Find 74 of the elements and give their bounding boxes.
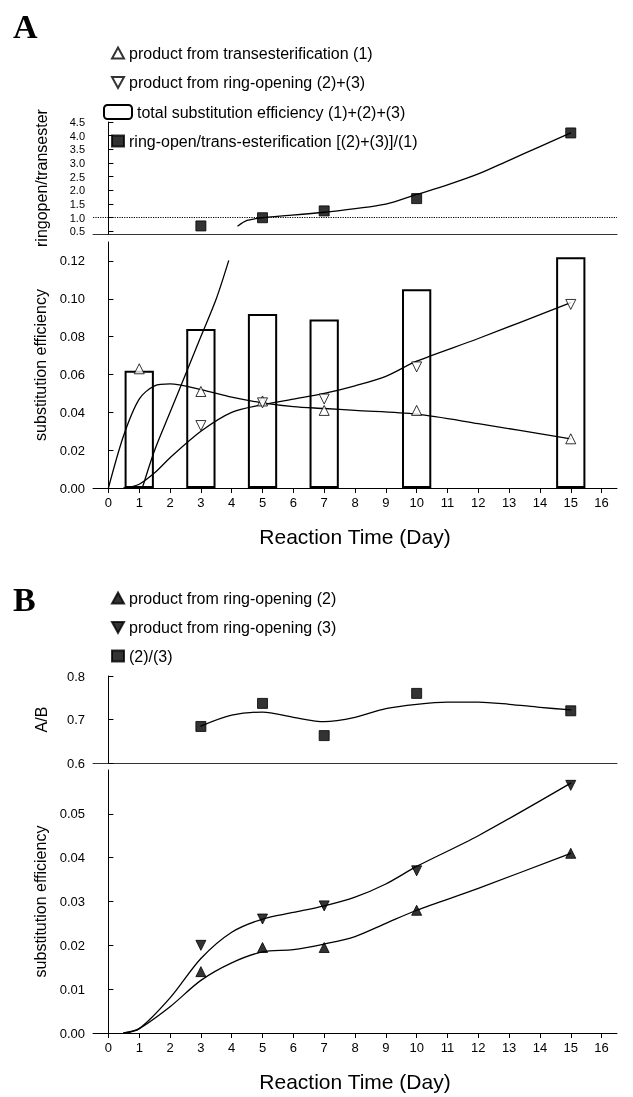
x-tick-label: 16 — [594, 495, 609, 510]
x-tick-label: 5 — [258, 1040, 267, 1055]
y-axis-title: A/B — [32, 706, 50, 733]
x-tick-label: 9 — [382, 495, 390, 510]
x-tick-label: 10 — [409, 1040, 424, 1055]
y-tick-label: 0.00 — [59, 1025, 85, 1041]
y-tick-label: 0.05 — [59, 806, 85, 822]
y-tick-label: 4.0 — [69, 129, 85, 142]
x-axis-title: Reaction Time (Day) — [259, 1070, 451, 1093]
y-tick-label: 1.0 — [69, 211, 85, 224]
x-tick-label: 14 — [532, 1040, 548, 1055]
y-axis-title: substitution efficiency — [32, 825, 50, 978]
y-tick-label: 0.04 — [59, 404, 85, 420]
x-tick-label: 15 — [563, 1040, 578, 1055]
x-tick-label: 7 — [320, 1040, 328, 1055]
x-tick-label: 2 — [166, 1040, 174, 1055]
x-axis-title: Reaction Time (Day) — [259, 525, 451, 548]
y-tick-label: 0.6 — [66, 755, 85, 771]
x-tick-label: 6 — [289, 495, 297, 510]
y-tick-label: 0.08 — [59, 329, 85, 345]
x-tick-label: 3 — [197, 1040, 205, 1055]
y-tick-label: 0.04 — [59, 850, 85, 866]
chart-title: A — [13, 7, 38, 45]
y-tick-label: 0.12 — [59, 253, 85, 269]
legend-label: total substitution efficiency (1)+(2)+(3) — [137, 103, 406, 121]
legend-label: product from transesterification (1) — [129, 44, 373, 62]
legend-label: ring-open/trans-esterification [(2)+(3)]/(1) — [129, 132, 418, 150]
y-tick-label: 0.01 — [59, 981, 85, 997]
y-tick-label: 3.0 — [69, 157, 85, 170]
y-axis-title: substitution efficiency — [32, 289, 50, 441]
x-tick-label: 11 — [440, 495, 455, 510]
x-tick-label: 9 — [382, 1040, 390, 1055]
y-tick-label: 0.06 — [59, 366, 85, 382]
y-tick-label: 4.5 — [69, 116, 85, 128]
x-tick-label: 13 — [501, 1040, 517, 1055]
y-tick-label: 1.5 — [69, 198, 85, 211]
y-tick-label: 0.7 — [66, 712, 85, 727]
x-tick-label: 13 — [501, 495, 517, 510]
x-tick-label: 12 — [471, 495, 486, 510]
x-tick-label: 8 — [351, 1040, 359, 1055]
legend-label: product from ring-opening (2)+(3) — [129, 74, 366, 91]
y-tick-label: 0.03 — [59, 894, 85, 909]
x-tick-label: 2 — [166, 495, 174, 510]
x-tick-label: 0 — [104, 1040, 113, 1055]
x-tick-label: 4 — [228, 495, 236, 510]
legend-label: product from ring-opening (3) — [129, 619, 337, 636]
legend-label: (2)/(3) — [129, 647, 173, 665]
y-tick-label: 0.5 — [69, 225, 85, 238]
y-tick-label: 0.10 — [59, 291, 85, 307]
x-tick-label: 14 — [532, 495, 548, 510]
x-tick-label: 16 — [594, 1040, 609, 1055]
y-tick-label: 0.00 — [59, 480, 85, 496]
x-tick-label: 8 — [351, 495, 359, 510]
x-tick-label: 1 — [135, 495, 143, 510]
y-tick-label: 3.5 — [69, 143, 85, 156]
x-tick-label: 4 — [228, 1040, 236, 1055]
legend-label: product from ring-opening (2) — [129, 589, 337, 607]
y-tick-label: 2.5 — [69, 170, 85, 183]
x-tick-label: 3 — [197, 495, 205, 510]
x-tick-label: 0 — [104, 495, 113, 510]
chart-title: B — [13, 580, 36, 618]
y-tick-label: 0.02 — [59, 937, 85, 953]
y-tick-label: 0.02 — [59, 442, 85, 458]
x-tick-label: 10 — [409, 495, 424, 510]
y-tick-label: 0.8 — [66, 668, 85, 684]
y-tick-label: 2.0 — [69, 184, 85, 197]
x-tick-label: 7 — [320, 495, 328, 510]
x-tick-label: 15 — [563, 495, 578, 510]
x-tick-label: 12 — [471, 1040, 486, 1055]
x-tick-label: 1 — [135, 1040, 143, 1055]
x-tick-label: 5 — [258, 495, 267, 510]
y-axis-title: ringopen/transester — [32, 108, 50, 247]
x-tick-label: 6 — [289, 1040, 297, 1055]
x-tick-label: 11 — [440, 1040, 455, 1055]
